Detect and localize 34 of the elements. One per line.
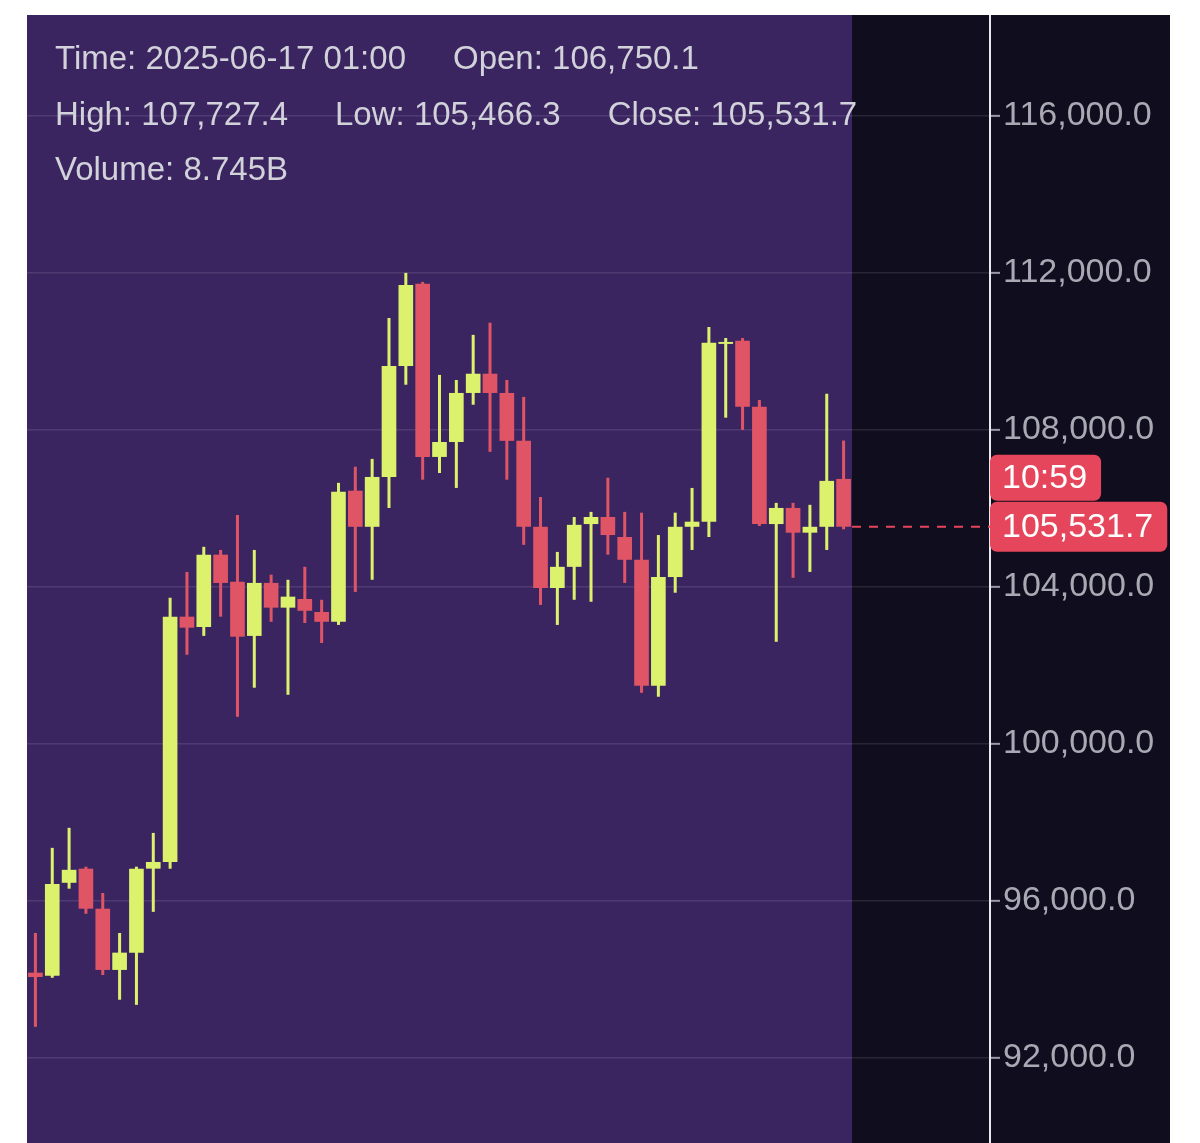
annotation: High: 107,727.4 xyxy=(55,94,289,132)
candlestick xyxy=(550,550,565,625)
y-tick-label: 92,000.0 xyxy=(1003,1036,1136,1075)
candlestick xyxy=(684,486,700,550)
candlestick xyxy=(718,338,734,418)
y-tick-label: 108,000.0 xyxy=(1003,408,1155,447)
y-tick-label: 104,000.0 xyxy=(1003,565,1155,604)
annotation: Open: 106,750.1 xyxy=(453,39,699,77)
y-tick-label: 116,000.0 xyxy=(1003,94,1152,133)
candlestick xyxy=(583,510,599,602)
y-tick-label: 96,000.0 xyxy=(1003,879,1136,918)
candlestick xyxy=(482,322,498,452)
candlestick xyxy=(802,503,818,572)
candlestick xyxy=(112,933,127,1000)
candlestick xyxy=(465,333,481,405)
text: 10:59 xyxy=(1002,457,1088,496)
candlestick xyxy=(297,565,313,623)
annotation: Volume: 8.745B xyxy=(55,150,288,188)
candlestick xyxy=(179,570,195,655)
annotation: Low: 105,466.3 xyxy=(335,94,561,132)
candlestick xyxy=(280,578,296,695)
y-tick-label: 100,000.0 xyxy=(1003,722,1155,761)
candlestick xyxy=(600,477,616,555)
candlestick xyxy=(314,598,329,643)
ref-line-label: 105,531.7 xyxy=(1002,506,1154,545)
candlestick xyxy=(432,373,447,474)
candlestick xyxy=(617,510,633,583)
candlestick xyxy=(768,501,784,642)
candlestick xyxy=(61,826,77,889)
annotation: Close: 105,531.7 xyxy=(607,94,858,132)
annotation: Time: 2025-06-17 01:00 xyxy=(55,39,406,77)
y-tick-label: 112,000.0 xyxy=(1003,251,1152,290)
candlestick xyxy=(28,933,43,1027)
candlestick xyxy=(145,831,161,912)
